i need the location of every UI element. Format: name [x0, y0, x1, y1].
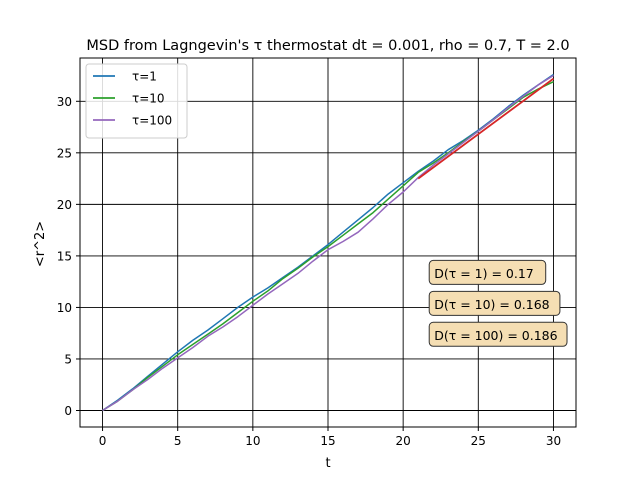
annotation-box: [428, 321, 568, 347]
annotation: D(τ = 10) = 0.168: [428, 290, 561, 316]
legend-label: τ=100: [132, 114, 172, 128]
axis-ticks: 0 5 10 15 20 25 30 0 5 10 15 20 25 30: [57, 95, 561, 448]
annotation-text: D(τ = 100) = 0.186: [434, 328, 557, 343]
legend-label: τ=10: [132, 92, 165, 106]
x-tick-label: 5: [174, 434, 182, 448]
chart-title: MSD from Lagngevin's τ thermostat dt = 0…: [86, 38, 569, 54]
y-tick-label: 30: [57, 95, 72, 109]
y-tick-label: 0: [64, 404, 72, 418]
annotation-text: D(τ = 10) = 0.168: [434, 297, 549, 312]
grid: [80, 58, 576, 427]
y-tick-label: 15: [57, 249, 72, 263]
x-tick-label: 25: [471, 434, 486, 448]
fit-line: [417, 77, 555, 180]
legend: τ=1 τ=10 τ=100: [85, 63, 188, 139]
x-tick-label: 20: [396, 434, 411, 448]
annotation-box: [428, 290, 561, 316]
y-axis-label: <r^2>: [33, 221, 48, 267]
x-tick-label: 15: [320, 434, 335, 448]
y-tick-label: 5: [64, 352, 72, 366]
legend-label: τ=1: [132, 70, 157, 84]
y-tick-label: 25: [57, 146, 72, 160]
annotations: D(τ = 1) = 0.17 D(τ = 10) = 0.168 D(τ = 10…: [428, 259, 568, 347]
x-tick-label: 10: [245, 434, 260, 448]
annotation: D(τ = 1) = 0.17: [428, 259, 547, 285]
x-tick-label: 0: [99, 434, 107, 448]
x-tick-label: 30: [546, 434, 561, 448]
annotation: D(τ = 100) = 0.186: [428, 321, 568, 347]
series-line-0: [102, 73, 554, 412]
x-axis-label: t: [325, 456, 330, 471]
y-tick-label: 20: [57, 198, 72, 212]
series-group: [102, 73, 555, 412]
series-line-2: [102, 74, 554, 412]
annotation-text: D(τ = 1) = 0.17: [434, 266, 534, 281]
annotation-box: [428, 259, 547, 285]
y-tick-label: 10: [57, 301, 72, 315]
